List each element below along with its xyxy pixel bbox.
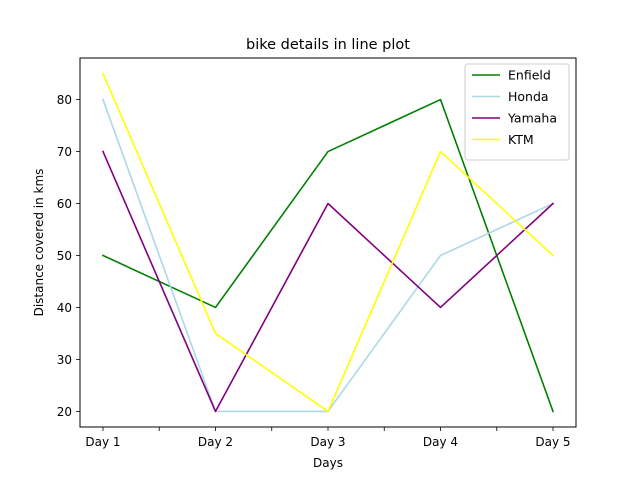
series-line-enfield (101, 98, 555, 413)
x-axis-label: Days (313, 456, 343, 470)
axis-ticks: Day 1 Day 2 Day 3 Day 4 Day 5 20 30 40 50 60 70 80 (57, 93, 571, 449)
legend-box (464, 63, 570, 161)
legend: Enfield Honda Yamaha KTM (464, 63, 570, 161)
series-line-ktm (101, 72, 555, 413)
series-line-yamaha (101, 150, 555, 413)
y-tick-label: 60 (57, 197, 72, 211)
x-tick-label: Day 2 (198, 435, 233, 449)
legend-label-yamaha: Yamaha (507, 111, 557, 126)
y-tick-label: 70 (57, 145, 72, 159)
legend-label-enfield: Enfield (508, 68, 551, 83)
chart-title: bike details in line plot (246, 37, 410, 53)
x-tick-label: Day 5 (535, 435, 570, 449)
y-axis-label: Distance covered in kms (32, 169, 46, 317)
legend-label-honda: Honda (508, 89, 549, 104)
y-tick-label: 20 (57, 405, 72, 419)
y-tick-label: 30 (57, 353, 72, 367)
x-tick-label: Day 1 (85, 435, 120, 449)
y-tick-label: 80 (57, 93, 72, 107)
plot-area (101, 72, 555, 413)
legend-label-ktm: KTM (508, 132, 534, 147)
y-tick-label: 40 (57, 301, 72, 315)
x-tick-label: Day 3 (310, 435, 345, 449)
y-tick-label: 50 (57, 249, 72, 263)
x-tick-label: Day 4 (423, 435, 458, 449)
